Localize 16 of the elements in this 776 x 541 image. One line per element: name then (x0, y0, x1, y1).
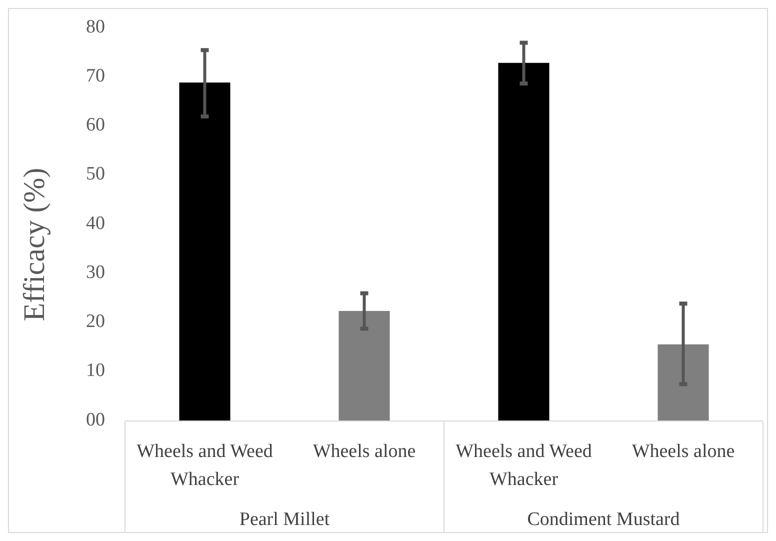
y-tick-label: 40 (86, 212, 105, 234)
y-tick-label: 20 (86, 311, 105, 332)
y-tick-label: 00 (86, 409, 105, 430)
x-tick-label: Wheels alone (312, 441, 416, 462)
y-tick-label: 70 (86, 65, 105, 86)
text: Pearl Millet (239, 509, 330, 530)
text: Condiment Mustard (527, 509, 680, 530)
y-tick-label: 30 (86, 262, 105, 283)
y-tick-label: 80 (86, 16, 105, 38)
x-tick-label: Wheels and Weed Whacker (136, 441, 274, 490)
x-tick-label: Wheels and Weed Whacker (456, 441, 592, 490)
y-tick-label: 10 (86, 360, 105, 382)
y-tick-label: 50 (86, 164, 105, 185)
y-tick-label: 60 (86, 114, 105, 136)
x-tick-label: Wheels alone (632, 441, 735, 462)
y-axis-title: Efficacy (%) (18, 168, 51, 322)
